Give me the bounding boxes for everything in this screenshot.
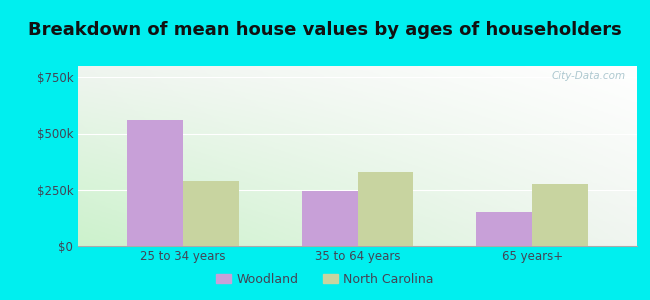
Bar bbox=[358, 172, 413, 246]
Bar bbox=[476, 212, 532, 246]
Text: City-Data.com: City-Data.com bbox=[552, 71, 626, 81]
Bar bbox=[532, 184, 588, 246]
Legend: Woodland, North Carolina: Woodland, North Carolina bbox=[211, 268, 439, 291]
Text: Breakdown of mean house values by ages of householders: Breakdown of mean house values by ages o… bbox=[28, 21, 622, 39]
Bar bbox=[127, 120, 183, 246]
Bar bbox=[302, 191, 358, 246]
Bar bbox=[183, 181, 239, 246]
